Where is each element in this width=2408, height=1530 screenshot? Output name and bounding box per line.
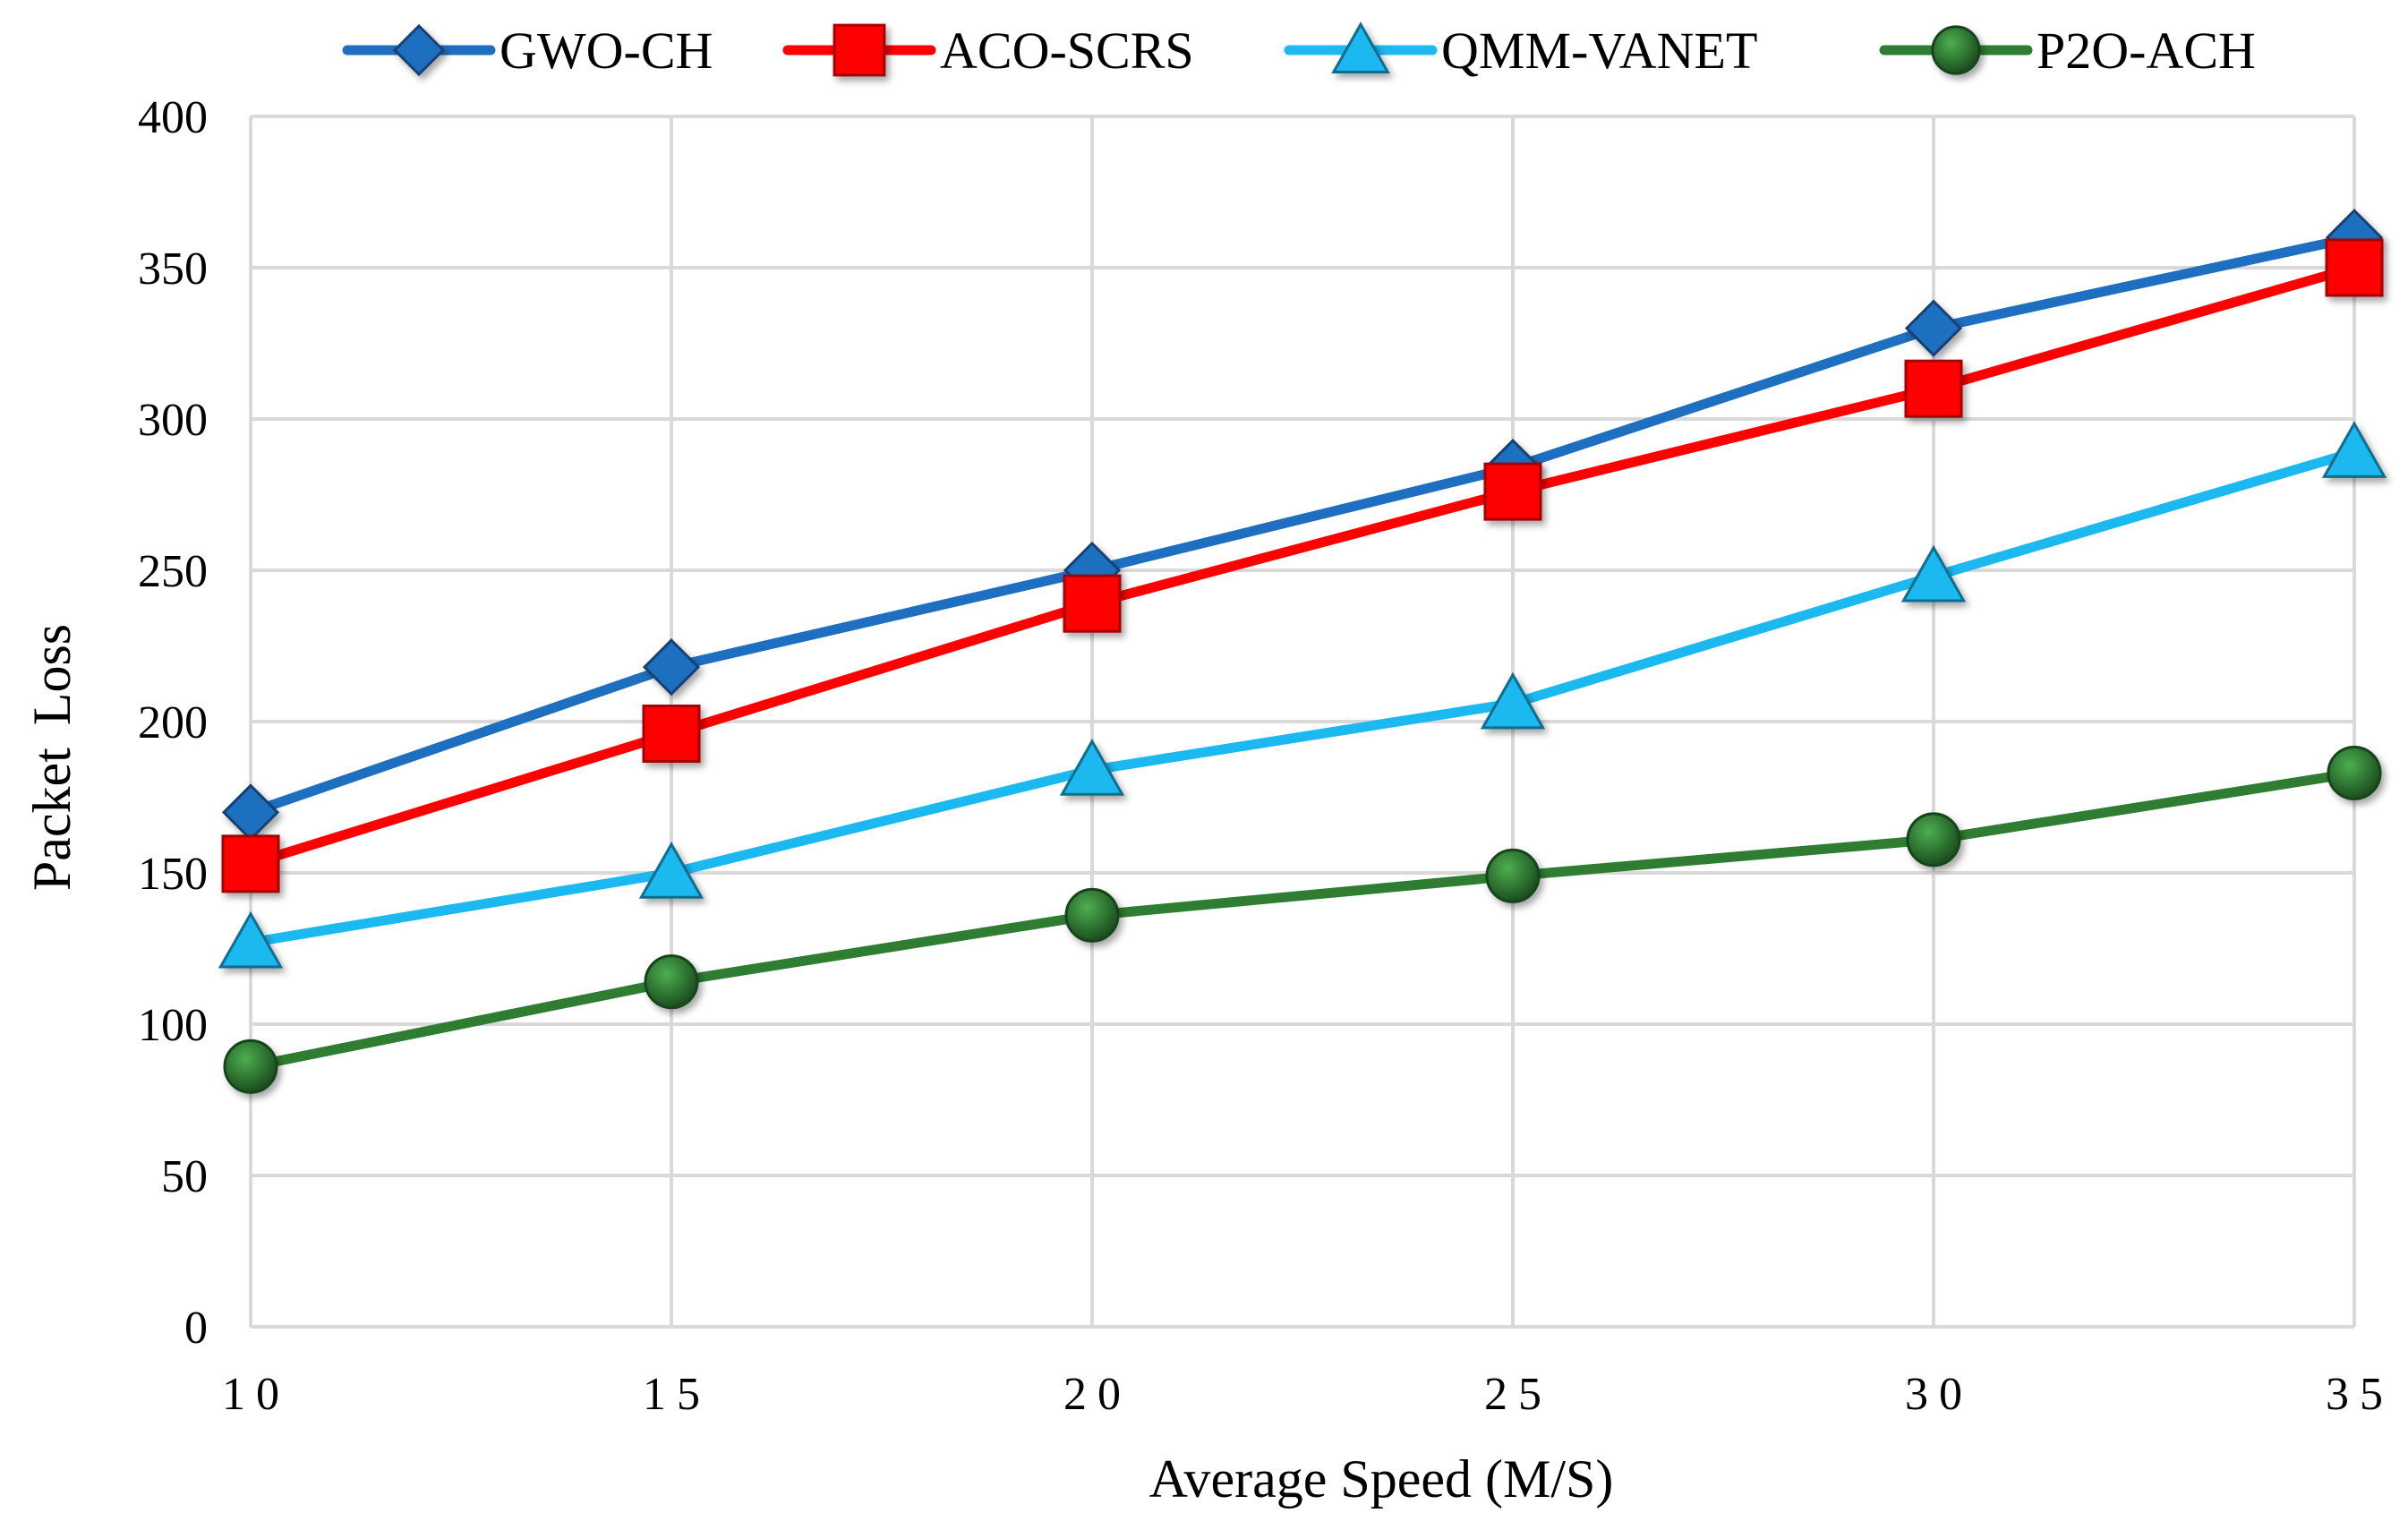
data-point-qmm-vanet-20 — [1059, 739, 1125, 796]
series-line-gwo-ch — [245, 232, 2360, 817]
series-aco-scrs — [221, 238, 2384, 893]
data-point-gwo-ch-10 — [221, 783, 280, 842]
legend-item-p2o-ach: P2O-ACH — [1879, 21, 2256, 80]
x-tick-label: 10 — [222, 1369, 290, 1420]
data-point-qmm-vanet-35 — [2321, 421, 2387, 478]
series-plot-area — [218, 209, 2387, 1094]
legend-marker-triangle — [1331, 21, 1390, 73]
y-tick-label: 250 — [138, 546, 208, 597]
data-point-qmm-vanet-15 — [638, 841, 704, 899]
legend-label: QMM-VANET — [1441, 21, 1757, 80]
x-axis-title: Average Speed (M/S) — [1149, 1449, 1614, 1509]
data-point-aco-scrs-30 — [1904, 359, 1963, 418]
data-point-gwo-ch-30 — [1904, 299, 1963, 357]
y-axis-title: Packet Loss — [22, 624, 81, 891]
data-point-aco-scrs-10 — [221, 834, 280, 893]
y-tick-label: 100 — [138, 1000, 208, 1051]
data-point-qmm-vanet-30 — [1900, 544, 1967, 603]
data-point-p2o-ach-35 — [2327, 745, 2382, 800]
legend-marker-circle — [1931, 25, 1981, 75]
data-point-aco-scrs-25 — [1483, 462, 1542, 521]
y-tick-label: 400 — [138, 92, 208, 143]
x-tick-label: 35 — [2326, 1369, 2394, 1420]
data-point-p2o-ach-25 — [1485, 848, 1541, 903]
data-point-aco-scrs-15 — [642, 705, 701, 764]
series-line-p2o-ach — [245, 767, 2360, 1072]
data-point-p2o-ach-10 — [223, 1039, 278, 1094]
legend-label: ACO-SCRS — [940, 21, 1194, 80]
y-tick-label: 50 — [161, 1151, 208, 1202]
series-p2o-ach — [223, 745, 2382, 1094]
y-tick-label: 350 — [138, 244, 208, 295]
x-tick-label: 25 — [1484, 1369, 1552, 1420]
legend-item-gwo-ch: GWO-CH — [342, 21, 713, 80]
series-qmm-vanet — [218, 421, 2387, 969]
data-point-qmm-vanet-25 — [1480, 671, 1546, 730]
data-point-p2o-ach-15 — [644, 954, 699, 1010]
grid — [249, 115, 2356, 1329]
data-point-p2o-ach-30 — [1906, 812, 1961, 868]
data-point-qmm-vanet-10 — [218, 910, 284, 969]
legend: GWO-CH ACO-SCRS QMM-VANET P2O-ACH — [342, 21, 2256, 80]
series-line-aco-scrs — [245, 262, 2360, 869]
y-tick-label: 200 — [138, 697, 208, 748]
x-tick-label: 30 — [1905, 1369, 1973, 1420]
legend-item-qmm-vanet: QMM-VANET — [1284, 21, 1757, 80]
y-tick-label: 0 — [184, 1303, 208, 1354]
series-line-qmm-vanet — [245, 447, 2360, 948]
x-tick-label: 20 — [1063, 1369, 1131, 1420]
data-point-p2o-ach-20 — [1064, 887, 1120, 943]
y-tick-label: 300 — [138, 395, 208, 446]
axes: 0 50 100 150 200 250 300 350 400 10 15 20 25 30 35 Aver… — [22, 92, 2394, 1509]
legend-label: P2O-ACH — [2037, 21, 2256, 80]
data-point-aco-scrs-20 — [1063, 574, 1122, 633]
data-point-aco-scrs-35 — [2325, 238, 2384, 297]
y-tick-label: 150 — [138, 849, 208, 900]
series-gwo-ch — [221, 209, 2384, 842]
legend-marker-diamond — [392, 23, 446, 77]
legend-marker-square — [833, 23, 886, 77]
data-point-gwo-ch-15 — [642, 638, 701, 697]
legend-item-aco-scrs: ACO-SCRS — [782, 21, 1194, 80]
legend-label: GWO-CH — [500, 21, 713, 80]
x-tick-label: 15 — [643, 1369, 711, 1420]
